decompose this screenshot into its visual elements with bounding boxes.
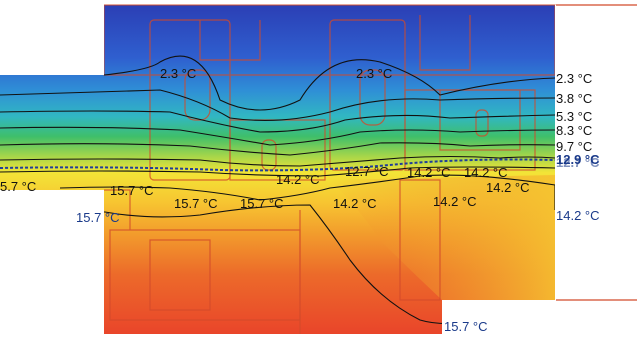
label-top-left: 2.3 °C	[160, 66, 196, 81]
label-mid-14-2-c: 14.2 °C	[464, 165, 508, 180]
label-bottom-15-7: 15.7 °C	[444, 319, 488, 334]
label-mid-14-2-d: 14.2 °C	[486, 180, 530, 195]
label-right-2-3: 2.3 °C	[556, 71, 592, 86]
label-left-15-7-d: 15.7 °C	[76, 210, 120, 225]
label-left-15-7-c: 15.7 °C	[240, 196, 284, 211]
label-mid-14-2-e: 14.2 °C	[333, 196, 377, 211]
label-left-15-7-b: 15.7 °C	[174, 196, 218, 211]
surface-boundary-line	[0, 158, 556, 172]
bottom-right-notch	[442, 300, 555, 339]
label-right-9-7: 9.7 °C	[556, 139, 592, 154]
label-right-12-9: 12.9 °C	[556, 152, 600, 167]
label-mid-14-2-f: 14.2 °C	[433, 194, 477, 209]
isotherm-labels: 2.3 °C 2.3 °C 2.3 °C 3.8 °C 5.3 °C 8.3 °…	[0, 66, 600, 334]
label-mid-12-7: 12.7 °C	[345, 164, 389, 179]
label-right-14-2: 14.2 °C	[556, 208, 600, 223]
label-right-12-7: 12.7 °C	[556, 155, 600, 170]
left-upper-cutout	[0, 0, 104, 75]
warm-region	[330, 175, 555, 300]
label-left-15-7-a: 15.7 °C	[110, 183, 154, 198]
right-wall	[555, 5, 637, 339]
label-mid-14-2-a: 14.2 °C	[276, 172, 320, 187]
left-lower-cutout	[0, 190, 104, 339]
label-right-5-3: 5.3 °C	[556, 109, 592, 124]
frame-outlines	[103, 4, 556, 334]
label-top-mid: 2.3 °C	[356, 66, 392, 81]
label-right-3-8: 3.8 °C	[556, 91, 592, 106]
label-right-8-3: 8.3 °C	[556, 123, 592, 138]
label-mid-14-2-b: 14.2 °C	[407, 165, 451, 180]
label-left-edge: 5.7 °C	[0, 179, 36, 194]
